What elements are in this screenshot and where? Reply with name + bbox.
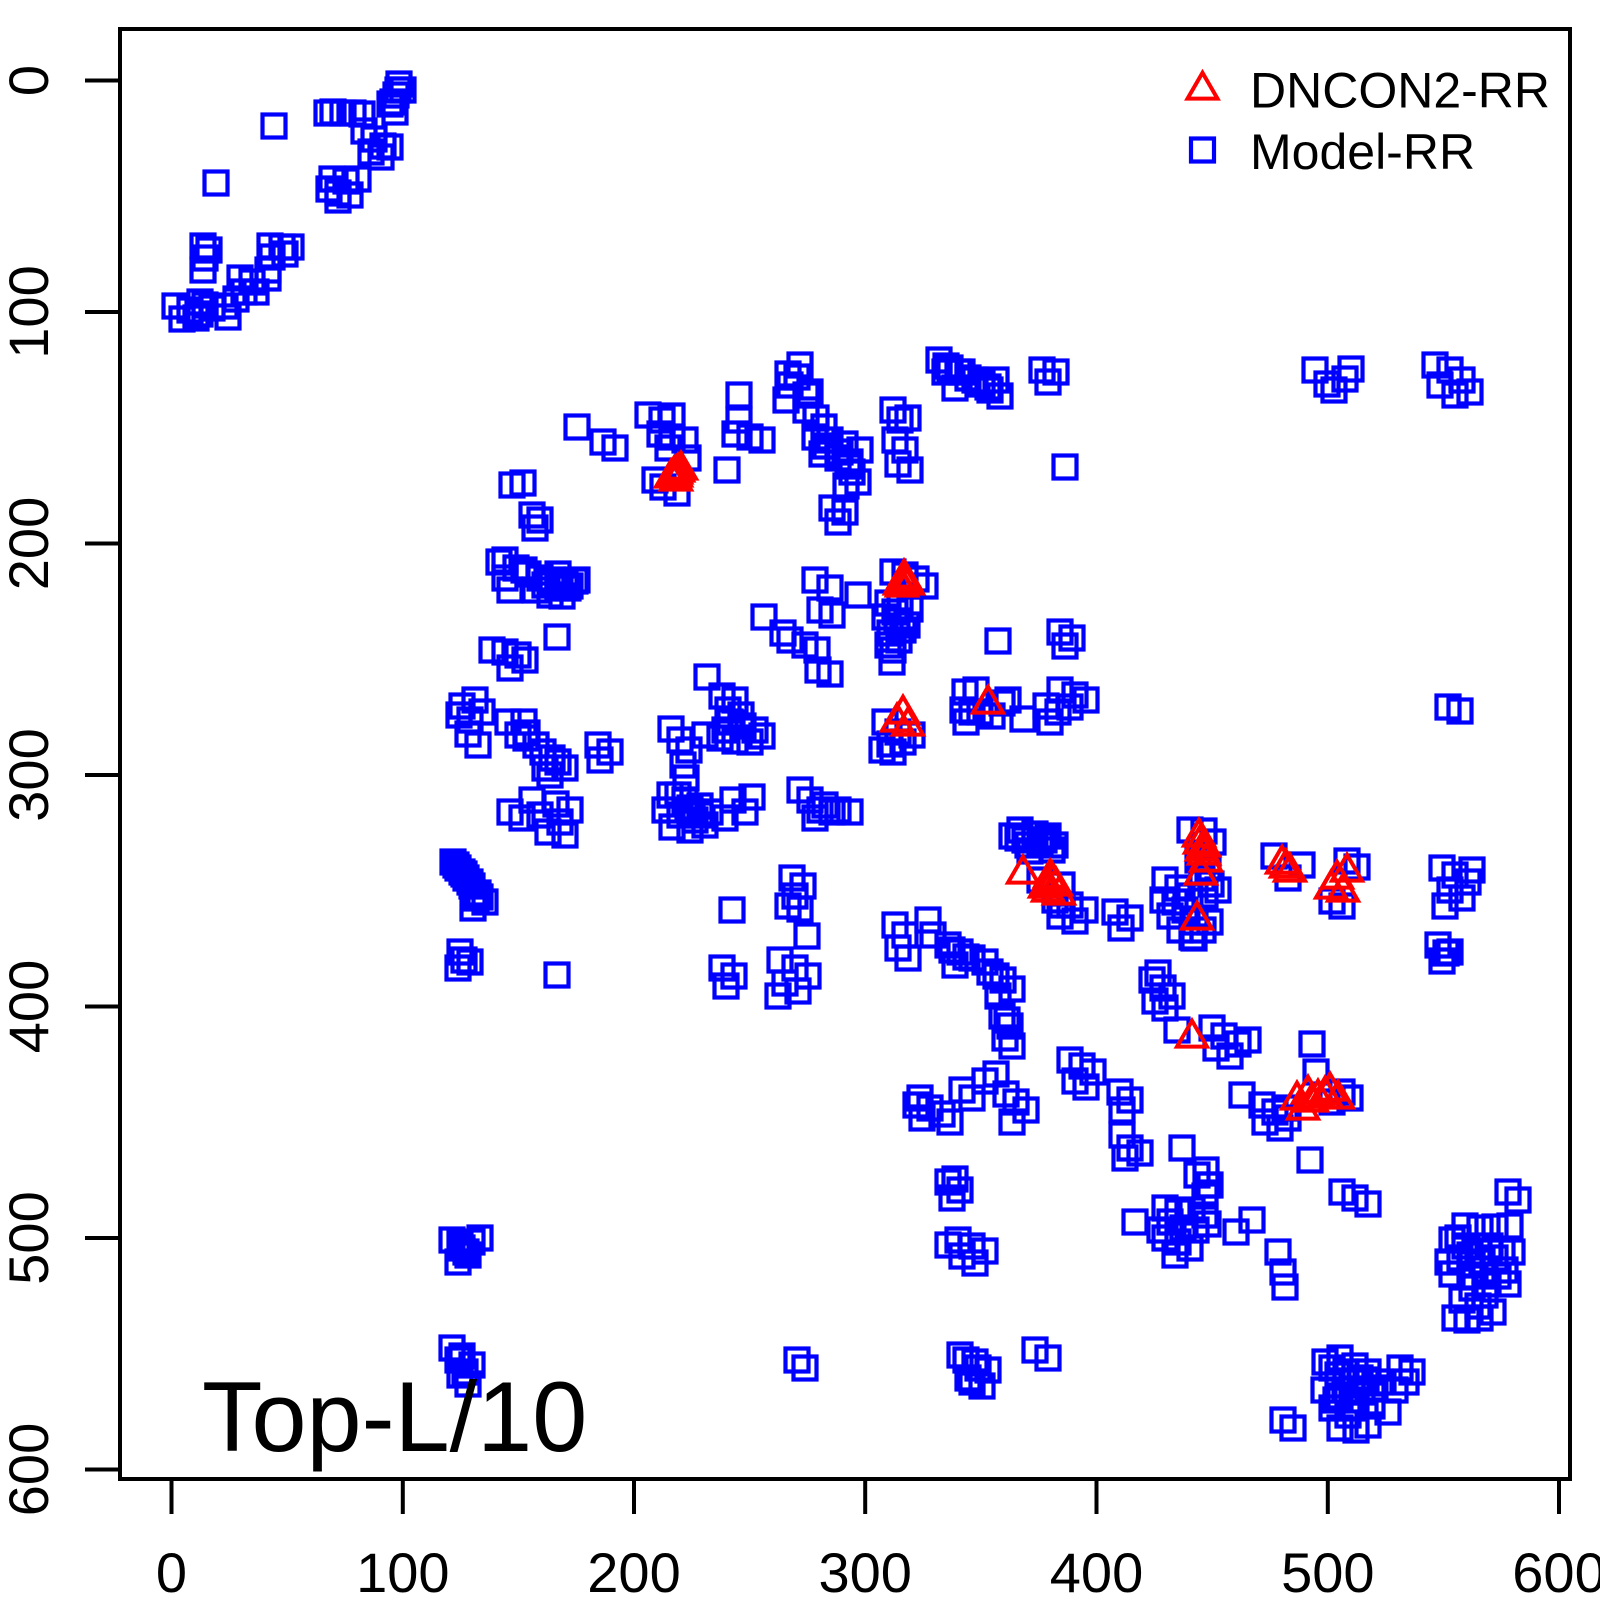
- svg-text:DNCON2-RR: DNCON2-RR: [1250, 63, 1550, 119]
- svg-text:Model-RR: Model-RR: [1250, 124, 1475, 180]
- svg-text:500: 500: [0, 1191, 60, 1284]
- svg-text:0: 0: [0, 65, 60, 96]
- svg-text:400: 400: [0, 960, 60, 1053]
- svg-text:Top-L/10: Top-L/10: [202, 1361, 587, 1472]
- svg-text:400: 400: [1050, 1541, 1143, 1600]
- svg-text:0: 0: [156, 1541, 187, 1600]
- svg-text:600: 600: [0, 1423, 60, 1516]
- svg-text:100: 100: [0, 265, 60, 358]
- svg-text:500: 500: [1281, 1541, 1374, 1600]
- svg-text:300: 300: [818, 1541, 911, 1600]
- svg-text:600: 600: [1512, 1541, 1600, 1600]
- svg-text:200: 200: [587, 1541, 680, 1600]
- svg-text:200: 200: [0, 497, 60, 590]
- svg-text:300: 300: [0, 728, 60, 821]
- svg-text:100: 100: [356, 1541, 449, 1600]
